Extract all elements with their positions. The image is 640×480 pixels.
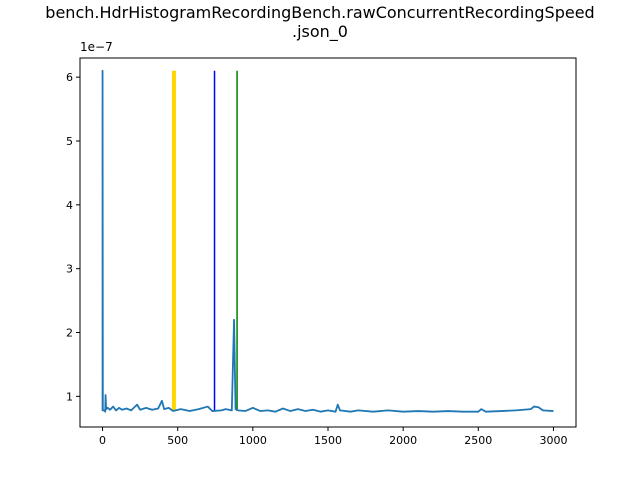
chart-title-line-1: bench.HdrHistogramRecordingBench.rawConc… — [45, 3, 595, 22]
x-tick-label: 500 — [167, 434, 188, 447]
x-tick-label: 1000 — [239, 434, 267, 447]
x-tick-label: 2000 — [389, 434, 417, 447]
plot-frame — [79, 57, 577, 428]
y-tick-label: 1 — [66, 390, 73, 403]
series-line-0 — [101, 69, 554, 413]
x-tick-label: 0 — [99, 434, 106, 447]
x-tick-label: 2500 — [464, 434, 492, 447]
x-tick-label: 1500 — [314, 434, 342, 447]
y-axis-ticks: 1 2 3 4 5 6 — [66, 71, 80, 403]
y-tick-label: 2 — [66, 327, 73, 340]
y-tick-label: 6 — [66, 71, 73, 84]
vertical-marker-lines — [171, 70, 238, 412]
chart-title-line-2: .json_0 — [292, 22, 348, 41]
x-tick-label: 3000 — [539, 434, 567, 447]
y-offset-label: 1e−7 — [80, 40, 113, 54]
y-tick-label: 4 — [66, 199, 73, 212]
y-tick-label: 5 — [66, 135, 73, 148]
series-layer — [101, 69, 554, 413]
x-axis-ticks: 0 500 1000 1500 2000 2500 3000 — [99, 427, 567, 447]
y-tick-label: 3 — [66, 263, 73, 276]
